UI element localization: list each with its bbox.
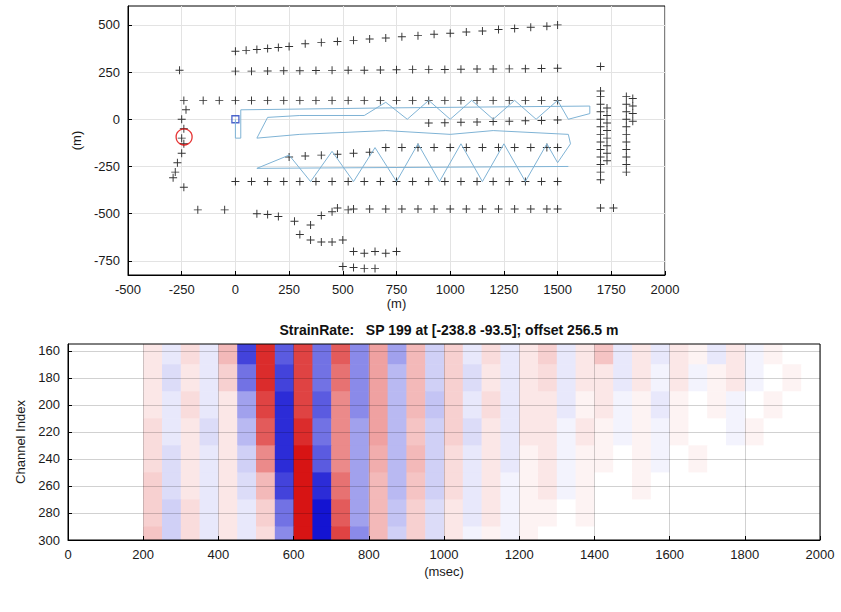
svg-text:260: 260: [38, 478, 60, 493]
svg-text:Channel Index: Channel Index: [13, 400, 28, 484]
svg-text:400: 400: [208, 547, 230, 562]
svg-text:0: 0: [232, 282, 239, 297]
svg-text:750: 750: [386, 282, 408, 297]
svg-text:1750: 1750: [597, 282, 626, 297]
svg-text:1600: 1600: [655, 547, 684, 562]
svg-text:250: 250: [98, 65, 120, 80]
svg-text:160: 160: [38, 343, 60, 358]
svg-text:-250: -250: [94, 159, 120, 174]
svg-text:(m): (m): [69, 131, 84, 151]
svg-text:2000: 2000: [651, 282, 680, 297]
svg-text:0: 0: [113, 112, 120, 127]
svg-text:-750: -750: [94, 253, 120, 268]
svg-text:(m): (m): [387, 296, 407, 311]
svg-text:500: 500: [98, 17, 120, 32]
svg-text:1000: 1000: [430, 547, 459, 562]
svg-text:1800: 1800: [730, 547, 759, 562]
svg-text:1000: 1000: [436, 282, 465, 297]
svg-text:(msec): (msec): [424, 564, 464, 579]
svg-text:250: 250: [278, 282, 300, 297]
svg-text:1200: 1200: [505, 547, 534, 562]
svg-text:300: 300: [38, 533, 60, 548]
svg-text:200: 200: [38, 397, 60, 412]
svg-text:240: 240: [38, 451, 60, 466]
svg-text:-500: -500: [115, 282, 141, 297]
svg-text:-500: -500: [94, 206, 120, 221]
svg-text:220: 220: [38, 424, 60, 439]
svg-text:800: 800: [358, 547, 380, 562]
svg-text:0: 0: [64, 547, 71, 562]
svg-text:1400: 1400: [580, 547, 609, 562]
svg-text:-250: -250: [169, 282, 195, 297]
svg-text:1500: 1500: [543, 282, 572, 297]
svg-text:500: 500: [332, 282, 354, 297]
svg-text:600: 600: [283, 547, 305, 562]
svg-text:StrainRate: SP 199 at [-238.: StrainRate: SP 199 at [-238.8 -93.5]; of…: [280, 322, 619, 338]
svg-text:1250: 1250: [489, 282, 518, 297]
svg-text:2000: 2000: [806, 547, 835, 562]
svg-text:180: 180: [38, 370, 60, 385]
svg-text:280: 280: [38, 505, 60, 520]
svg-text:200: 200: [132, 547, 154, 562]
